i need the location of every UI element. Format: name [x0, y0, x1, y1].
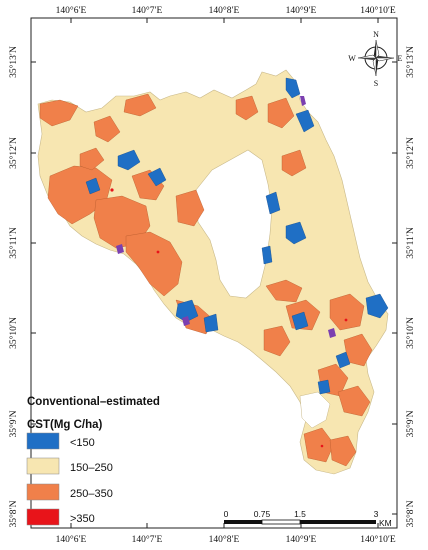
left-lat-label: 35°8′N — [8, 500, 19, 527]
left-lat-label: 35°13′N — [8, 46, 19, 78]
left-lat-label: 35°9′N — [8, 410, 19, 437]
compass-e: E — [398, 54, 403, 63]
right-lat-label: 35°13′N — [405, 46, 416, 78]
scale-tick-label: 0.75 — [254, 509, 271, 519]
legend-swatch-high — [26, 483, 60, 501]
right-lat-label: 35°8′N — [405, 500, 416, 527]
right-lat-label: 35°9′N — [405, 410, 416, 437]
compass-n: N — [373, 30, 379, 39]
right-lat-label: 35°11′N — [405, 227, 416, 259]
bottom-lon-label: 140°10′E — [360, 534, 396, 545]
top-lon-label: 140°10′E — [360, 5, 396, 16]
north-arrow: N S E W — [348, 30, 402, 88]
left-lat-label: 35°12′N — [8, 137, 19, 169]
very-high-patches — [110, 188, 348, 448]
legend-title-line2: CST(Mg C/ha) — [27, 419, 103, 431]
bottom-lon-label: 140°8′E — [209, 534, 240, 545]
bottom-lon-labels: 140°6′E 140°7′E 140°8′E 140°9′E 140°10′E — [56, 534, 396, 545]
left-lat-label: 35°11′N — [8, 227, 19, 259]
bottom-lon-label: 140°7′E — [132, 534, 163, 545]
compass-s: S — [374, 79, 378, 88]
top-lon-label: 140°6′E — [56, 5, 87, 16]
legend-label: >350 — [70, 513, 95, 525]
top-lon-labels: 140°6′E 140°7′E 140°8′E 140°9′E 140°10′E — [56, 5, 396, 16]
scale-tick-label: 1.5 — [294, 509, 306, 519]
legend-title-line1: Conventional–estimated — [27, 396, 160, 408]
boundary-accents — [116, 96, 336, 338]
top-lon-label: 140°9′E — [286, 5, 317, 16]
left-lat-label: 35°10′N — [8, 317, 19, 349]
legend-label: 150–250 — [70, 462, 113, 474]
compass-w: W — [348, 54, 356, 63]
left-lat-labels: 35°13′N 35°12′N 35°11′N 35°10′N 35°9′N 3… — [8, 46, 19, 528]
legend-label: 250–350 — [70, 488, 113, 500]
right-lat-label: 35°12′N — [405, 137, 416, 169]
scale-unit: KM — [379, 518, 392, 528]
scale-tick-label: 3 — [374, 509, 379, 519]
top-ticks — [70, 18, 379, 23]
legend: Conventional–estimated CST(Mg C/ha) <150… — [26, 396, 160, 526]
bottom-lon-label: 140°9′E — [286, 534, 317, 545]
study-area — [37, 69, 389, 475]
south-inlet — [299, 391, 331, 429]
legend-swatch-very-high — [26, 508, 60, 526]
right-lat-labels: 35°13′N 35°12′N 35°11′N 35°10′N 35°9′N 3… — [405, 46, 416, 528]
scale-bar: 0 0.75 1.5 3 KM — [224, 509, 392, 528]
right-ticks — [392, 61, 397, 515]
low-class-patches — [85, 77, 389, 395]
top-lon-label: 140°8′E — [209, 5, 240, 16]
right-lat-label: 35°10′N — [405, 317, 416, 349]
legend-label: <150 — [70, 437, 95, 449]
bottom-lon-label: 140°6′E — [56, 534, 87, 545]
legend-swatch-low — [26, 432, 60, 450]
legend-swatch-mid — [26, 457, 60, 475]
scale-tick-label: 0 — [224, 509, 229, 519]
top-lon-label: 140°7′E — [132, 5, 163, 16]
